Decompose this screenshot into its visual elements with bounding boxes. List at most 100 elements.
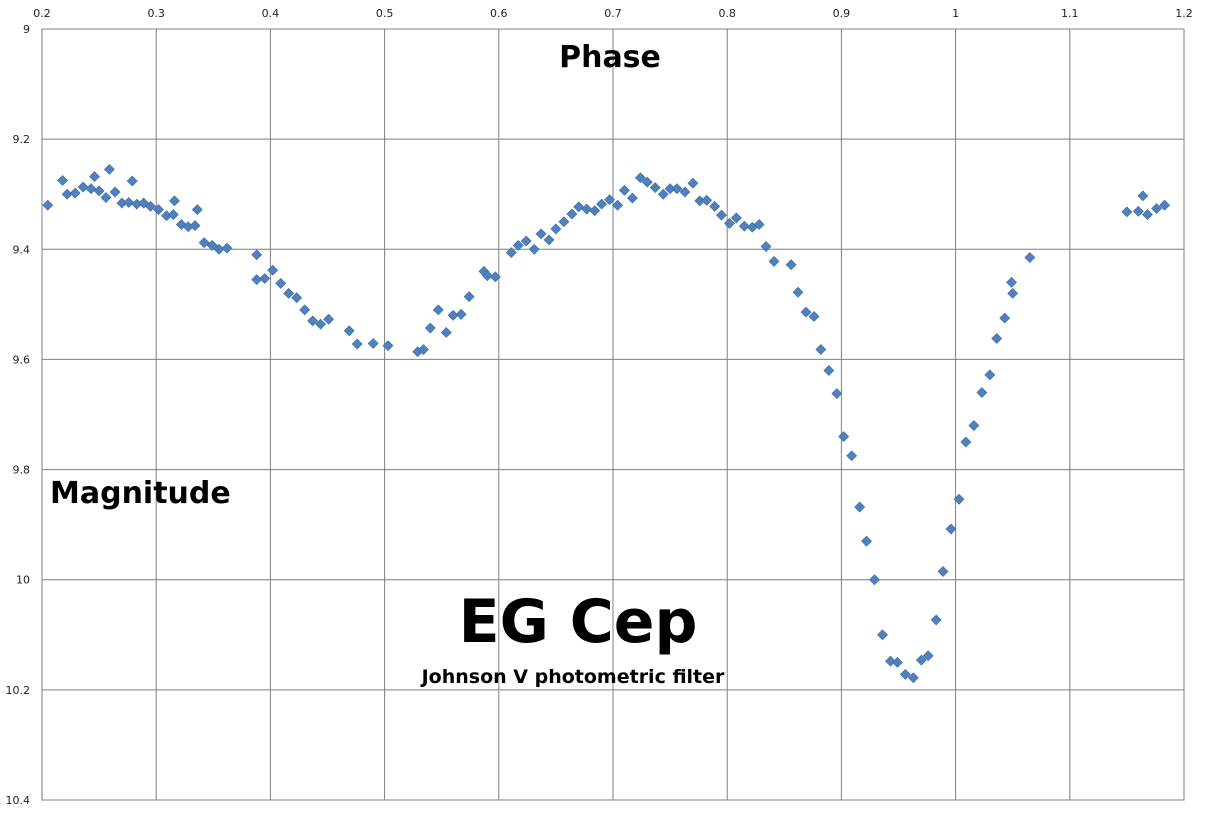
data-point (738, 220, 750, 232)
data-point (77, 181, 89, 193)
data-point (1006, 276, 1017, 288)
data-points (42, 164, 1171, 684)
data-point (382, 340, 394, 352)
data-point (198, 237, 210, 249)
x-tick-label: 0.5 (376, 7, 394, 20)
data-point (984, 369, 996, 381)
data-point (760, 241, 772, 252)
y-tick-label: 9.4 (13, 243, 31, 256)
data-point (724, 217, 735, 229)
data-point (907, 672, 919, 684)
data-point (768, 255, 780, 267)
data-point (299, 304, 311, 316)
data-point (558, 216, 570, 228)
plot-area-border (41, 28, 1185, 801)
data-point (730, 212, 742, 224)
data-point (153, 204, 164, 216)
data-point (535, 228, 547, 240)
data-point (753, 219, 765, 230)
data-point (351, 338, 363, 350)
data-point (649, 182, 661, 194)
data-point (885, 655, 896, 667)
data-point (641, 176, 653, 188)
data-point (267, 264, 279, 276)
x-tick-label: 0.3 (147, 7, 165, 20)
data-point (687, 177, 699, 189)
data-point (573, 201, 585, 213)
data-point (550, 223, 562, 235)
data-point (512, 240, 524, 251)
data-point (953, 493, 965, 505)
data-point (167, 209, 179, 221)
data-point (930, 614, 942, 626)
data-point (854, 501, 866, 513)
data-point (838, 431, 850, 442)
data-point (869, 574, 880, 586)
data-point (1121, 206, 1133, 218)
y-axis-ticks: 9 9.2 9.4 9.6 9.8 10 10.2 10.4 (6, 23, 31, 807)
data-point (323, 313, 335, 325)
data-point (126, 175, 138, 187)
data-point (57, 175, 68, 186)
data-point (85, 183, 97, 195)
x-tick-label: 1.2 (1175, 7, 1193, 20)
data-point (604, 194, 615, 206)
data-point (808, 311, 820, 322)
data-point (861, 535, 872, 547)
y-axis-title: Magnitude (50, 476, 231, 511)
data-point (1151, 203, 1163, 214)
data-point (520, 235, 532, 247)
data-point (291, 292, 303, 304)
data-point (432, 304, 444, 316)
data-point (367, 338, 379, 349)
x-tick-label: 1 (952, 7, 959, 20)
data-point (145, 200, 156, 212)
data-point (991, 333, 1003, 344)
data-point (1137, 190, 1149, 202)
data-point (976, 387, 988, 398)
data-point (1142, 209, 1153, 221)
data-point (463, 291, 475, 303)
chart-subtitle: Johnson V photometric filter (420, 666, 725, 688)
x-tick-label: 0.6 (490, 7, 508, 20)
data-point (481, 270, 493, 282)
data-point (89, 171, 100, 183)
data-point (612, 199, 623, 211)
y-tick-label: 9 (23, 23, 30, 36)
data-point (489, 271, 501, 283)
data-point (528, 243, 540, 255)
data-point (1007, 287, 1019, 299)
data-point (42, 199, 54, 211)
data-point (960, 436, 972, 448)
data-point (543, 234, 555, 246)
x-axis-ticks: 0.2 0.3 0.4 0.5 0.6 0.7 0.8 0.9 1 1.1 1.2 (33, 7, 1193, 20)
data-point (566, 208, 578, 220)
data-point (424, 322, 436, 334)
y-tick-label: 10 (16, 574, 30, 587)
data-point (626, 192, 638, 204)
data-point (109, 186, 121, 198)
data-point (785, 259, 797, 271)
x-tick-label: 0.2 (33, 7, 51, 20)
data-point (679, 186, 691, 198)
x-tick-label: 0.4 (262, 7, 280, 20)
data-point (169, 195, 180, 207)
y-tick-label: 9.2 (13, 133, 31, 146)
data-point (1024, 252, 1036, 263)
data-point (191, 204, 203, 216)
data-point (103, 164, 115, 175)
y-tick-label: 10.4 (6, 794, 31, 807)
data-point (596, 198, 608, 210)
gridlines (41, 28, 1185, 801)
data-point (206, 240, 218, 251)
data-point (307, 315, 319, 327)
data-point (1132, 205, 1144, 217)
data-point (701, 194, 713, 206)
y-tick-label: 10.2 (6, 684, 31, 697)
data-point (657, 188, 669, 200)
x-tick-label: 0.7 (604, 7, 622, 20)
data-point (877, 629, 888, 641)
data-point (831, 388, 843, 399)
